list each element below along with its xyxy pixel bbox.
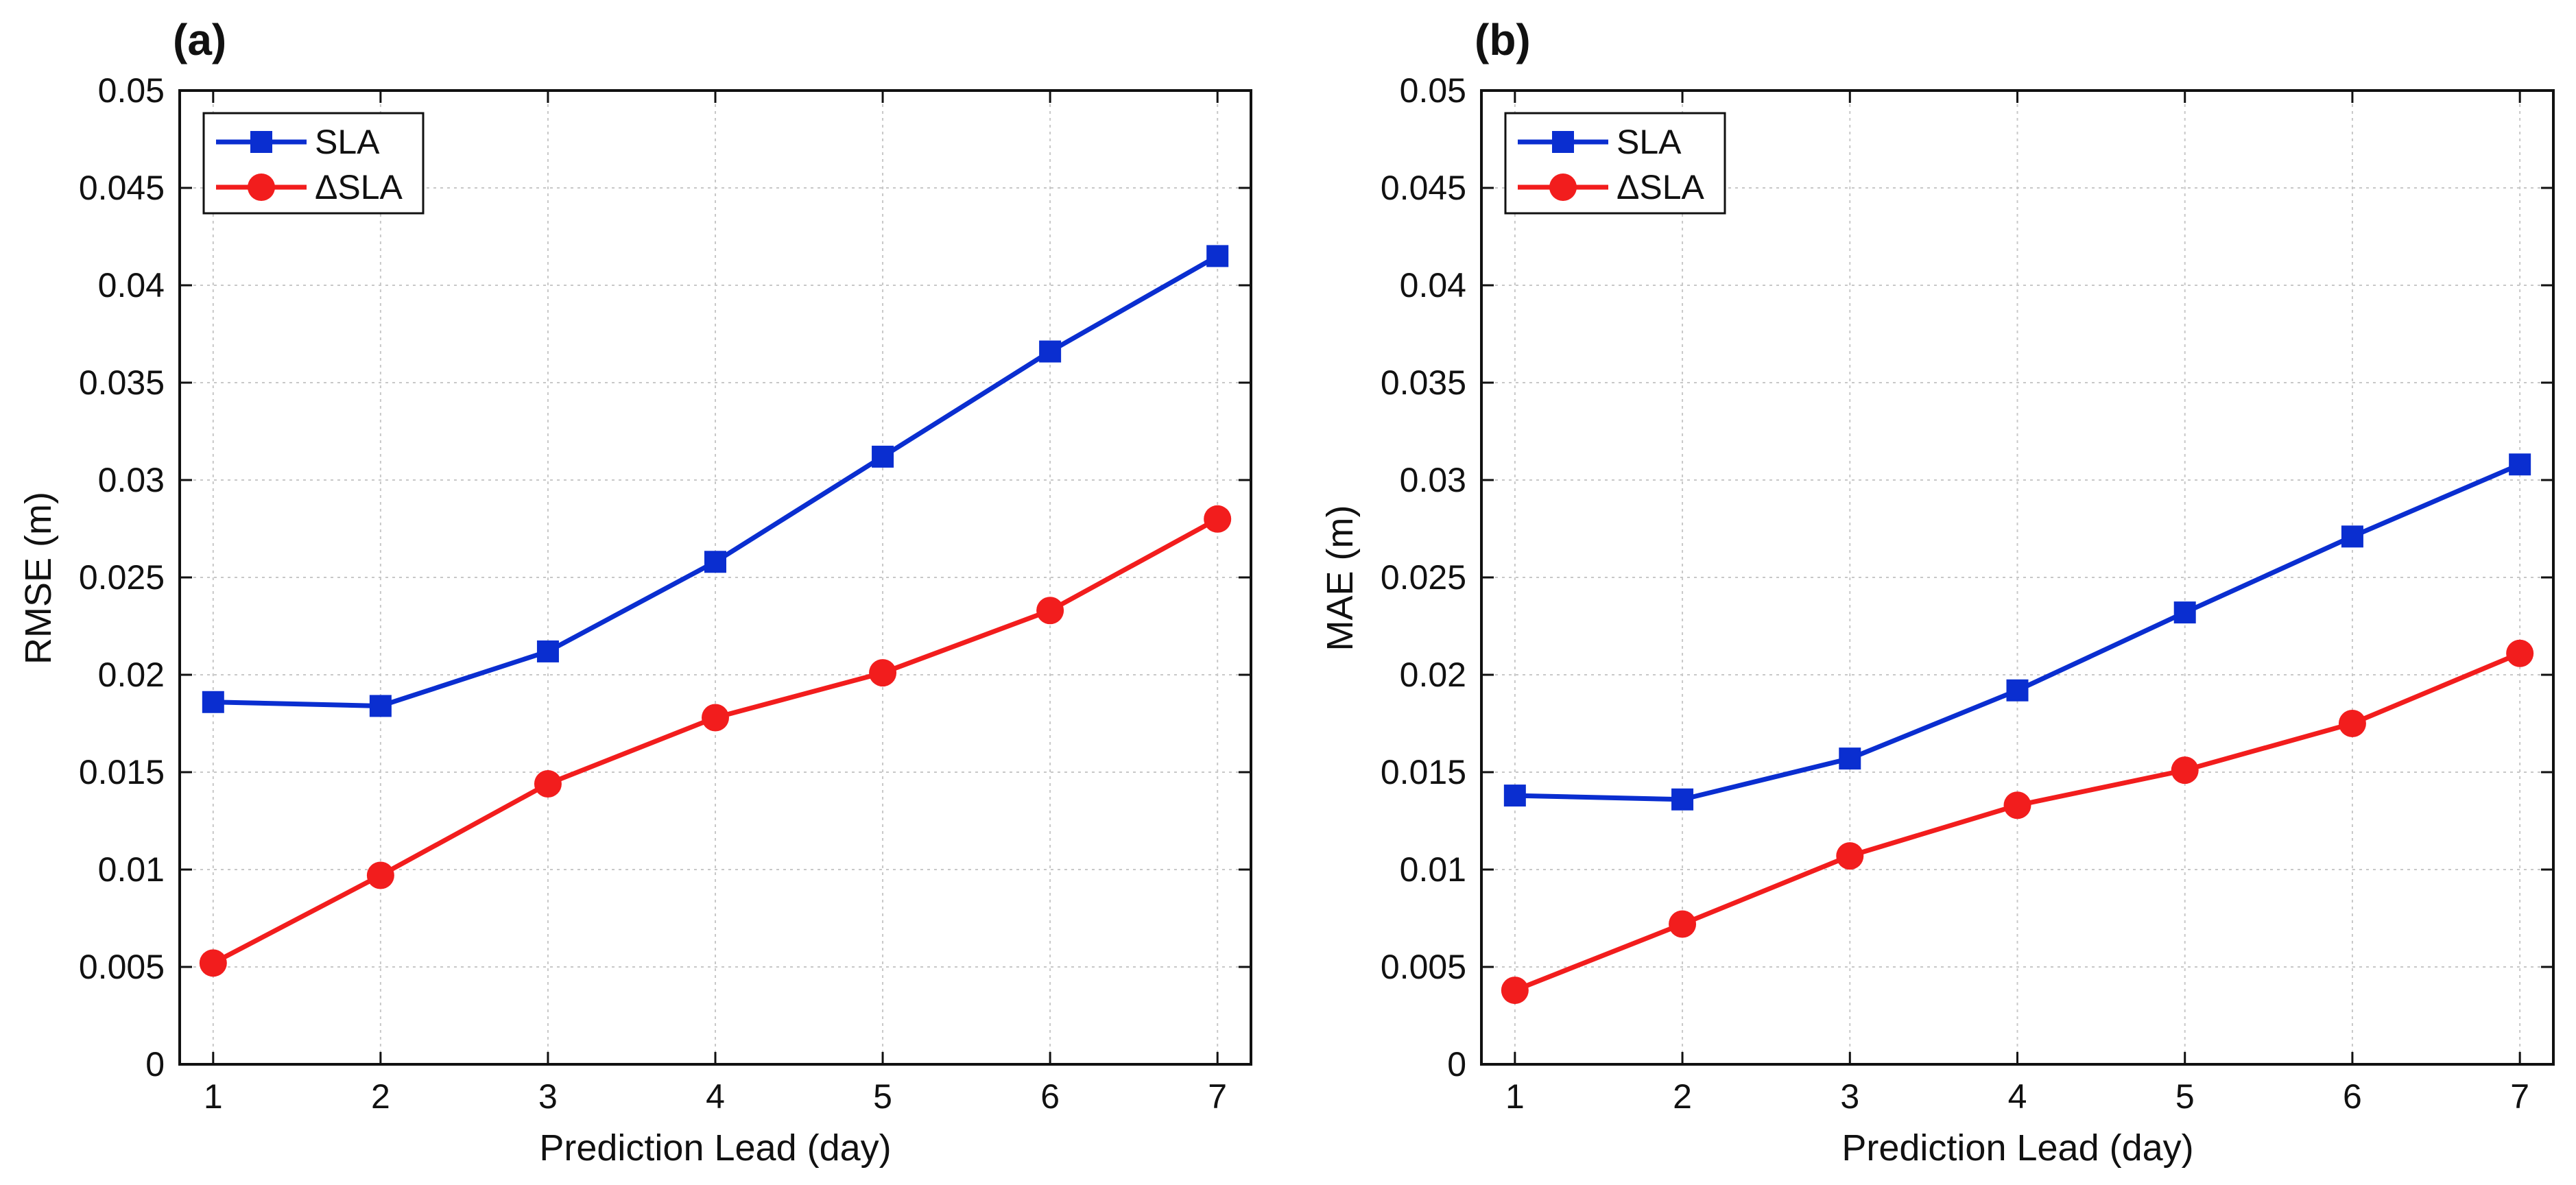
x-tick-label: 5: [2175, 1077, 2195, 1116]
x-tick-label: 6: [1040, 1077, 1060, 1116]
data-point-square: [872, 445, 894, 468]
legend-label: SLA: [315, 123, 380, 161]
x-tick-label: 3: [538, 1077, 558, 1116]
legend: SLA ΔSLA: [1504, 112, 1726, 215]
legend-marker-square: [250, 131, 272, 153]
y-tick-label: 0.02: [98, 656, 165, 694]
y-tick-label: 0.01: [1400, 850, 1466, 889]
data-point-circle: [2338, 710, 2366, 737]
y-tick-label: 0.05: [98, 71, 165, 110]
legend-box: [202, 112, 425, 215]
data-point-circle: [534, 770, 562, 798]
panel-b: (b) Prediction Lead (day) MAE (m) 0 0.005…: [1320, 15, 2555, 1169]
y-axis-label: MAE (m): [1320, 505, 1361, 651]
data-point-circle: [1836, 842, 1864, 870]
data-point-circle: [366, 861, 394, 889]
y-tick-label: 0.01: [98, 850, 165, 889]
y-tick-label: 0.005: [79, 948, 165, 986]
data-point-circle: [2003, 791, 2031, 819]
x-axis-label: Prediction Lead (day): [539, 1127, 891, 1169]
data-point-circle: [1036, 597, 1064, 625]
axes-frame: [1480, 89, 2555, 1066]
data-point-circle: [869, 659, 897, 687]
y-tick-label: 0.045: [79, 169, 165, 207]
data-point-square: [704, 551, 726, 573]
x-tick-label: 4: [706, 1077, 725, 1116]
data-point-circle: [199, 949, 227, 977]
x-tick-label: 3: [1840, 1077, 1859, 1116]
y-tick-label: 0.005: [1381, 948, 1466, 986]
y-axis-label: RMSE (m): [18, 492, 59, 665]
panel-label: (b): [1475, 15, 1531, 64]
y-tick-label: 0.015: [79, 753, 165, 791]
x-tick-label: 2: [1673, 1077, 1692, 1116]
axes-frame: [178, 89, 1252, 1066]
data-point-circle: [2506, 639, 2534, 667]
data-point-square: [536, 640, 559, 662]
legend-box: [1504, 112, 1726, 215]
y-tick-label: 0.035: [79, 363, 165, 402]
y-tick-label: 0.025: [79, 558, 165, 597]
x-tick-label: 1: [204, 1077, 223, 1116]
y-tick-label: 0.04: [1400, 266, 1466, 304]
data-point-circle: [1501, 977, 1529, 1005]
data-point-square: [2509, 453, 2531, 476]
legend-marker-circle: [248, 173, 275, 201]
panel-label: (a): [173, 15, 226, 64]
y-tick-label: 0.05: [1400, 71, 1466, 110]
x-tick-label: 1: [1505, 1077, 1525, 1116]
x-tick-label: 6: [2343, 1077, 2362, 1116]
legend: SLA ΔSLA: [202, 112, 425, 215]
y-tick-label: 0.02: [1400, 656, 1466, 694]
data-point-square: [1503, 785, 1526, 807]
data-point-square: [2341, 525, 2363, 548]
x-tick-label: 5: [873, 1077, 892, 1116]
data-point-square: [369, 695, 392, 717]
y-tick-label: 0.025: [1381, 558, 1466, 597]
data-point-square: [2173, 601, 2196, 624]
data-point-square: [2006, 679, 2029, 702]
legend-marker-square: [1552, 131, 1574, 153]
y-tick-label: 0: [145, 1045, 165, 1084]
legend-label: SLA: [1617, 123, 1682, 161]
data-point-square: [1839, 747, 1861, 770]
y-tick-label: 0.03: [98, 461, 165, 499]
data-point-square: [1206, 245, 1229, 267]
y-tick-label: 0.035: [1381, 363, 1466, 402]
x-tick-label: 7: [2510, 1077, 2529, 1116]
x-tick-label: 2: [371, 1077, 390, 1116]
data-point-circle: [702, 704, 729, 732]
data-point-square: [1671, 788, 1694, 811]
x-tick-label: 7: [1208, 1077, 1227, 1116]
data-point-circle: [1669, 910, 1697, 938]
data-point-circle: [2171, 756, 2199, 785]
y-tick-label: 0: [1447, 1045, 1466, 1084]
y-tick-label: 0.04: [98, 266, 165, 304]
y-tick-label: 0.03: [1400, 461, 1466, 499]
y-tick-label: 0.045: [1381, 169, 1466, 207]
legend-label: ΔSLA: [315, 168, 403, 206]
data-point-circle: [1204, 505, 1232, 533]
x-axis-label: Prediction Lead (day): [1841, 1127, 2193, 1169]
legend-marker-circle: [1549, 173, 1577, 201]
legend-label: ΔSLA: [1617, 168, 1705, 206]
data-point-square: [1039, 340, 1062, 363]
x-tick-label: 4: [2008, 1077, 2027, 1116]
panel-a: (a) Prediction Lead (day) RMSE (m) 0 0.00…: [18, 15, 1252, 1169]
data-point-square: [202, 691, 224, 713]
y-tick-label: 0.015: [1381, 753, 1466, 791]
